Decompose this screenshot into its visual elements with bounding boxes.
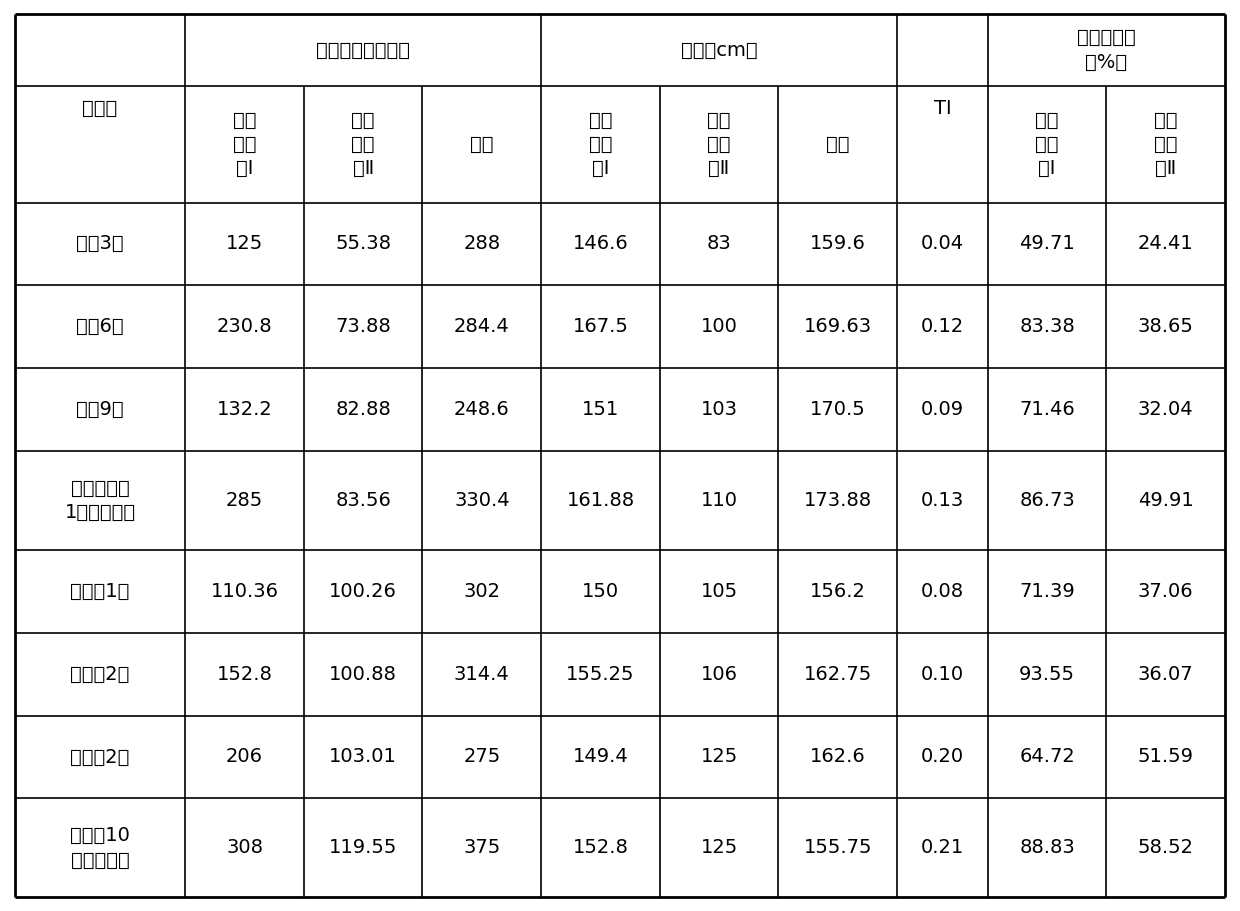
Text: 83: 83 [707, 234, 732, 253]
Text: 167.5: 167.5 [573, 317, 629, 336]
Text: 288: 288 [464, 234, 501, 253]
Text: 155.75: 155.75 [804, 838, 872, 857]
Text: 100.88: 100.88 [330, 665, 397, 683]
Text: 159.6: 159.6 [810, 234, 866, 253]
Text: 125: 125 [701, 838, 738, 857]
Text: 88.83: 88.83 [1019, 838, 1075, 857]
Text: 162.6: 162.6 [810, 747, 866, 766]
Text: 146.6: 146.6 [573, 234, 629, 253]
Text: 110: 110 [701, 491, 738, 510]
Text: 花油6号: 花油6号 [76, 317, 124, 336]
Text: 156.2: 156.2 [810, 582, 866, 601]
Text: 150: 150 [582, 582, 619, 601]
Text: 0.09: 0.09 [921, 400, 963, 419]
Text: 58.52: 58.52 [1138, 838, 1194, 857]
Text: 云油枂10
号（对照）: 云油枂10 号（对照） [71, 826, 130, 869]
Text: 125: 125 [226, 234, 263, 253]
Text: 285: 285 [226, 491, 263, 510]
Text: 151: 151 [582, 400, 619, 419]
Text: 24.41: 24.41 [1138, 234, 1194, 253]
Text: 云油双1号: 云油双1号 [71, 582, 130, 601]
Text: 干旱
试验
区Ⅰ: 干旱 试验 区Ⅰ [233, 111, 257, 179]
Text: 152.8: 152.8 [573, 838, 629, 857]
Text: 干旱
试验
区Ⅱ: 干旱 试验 区Ⅱ [351, 111, 374, 179]
Text: 49.71: 49.71 [1019, 234, 1075, 253]
Text: 0.04: 0.04 [921, 234, 963, 253]
Text: 38.65: 38.65 [1138, 317, 1194, 336]
Text: 206: 206 [226, 747, 263, 766]
Text: 花油3号: 花油3号 [76, 234, 124, 253]
Text: 93.55: 93.55 [1019, 665, 1075, 683]
Text: 103: 103 [701, 400, 738, 419]
Text: 314.4: 314.4 [454, 665, 510, 683]
Text: 云油双2号: 云油双2号 [71, 665, 130, 683]
Text: 干旱
试验
区Ⅱ: 干旱 试验 区Ⅱ [707, 111, 730, 179]
Text: 86.73: 86.73 [1019, 491, 1075, 510]
Text: 82.88: 82.88 [335, 400, 391, 419]
Text: 230.8: 230.8 [217, 317, 273, 336]
Text: 170.5: 170.5 [810, 400, 866, 419]
Text: 对照: 对照 [826, 135, 849, 154]
Text: 110.36: 110.36 [211, 582, 279, 601]
Text: 干旱
试验
区Ⅱ: 干旱 试验 区Ⅱ [1154, 111, 1178, 179]
Text: 0.12: 0.12 [921, 317, 963, 336]
Text: 162.75: 162.75 [804, 665, 872, 683]
Text: 侧枝角果数（个）: 侧枝角果数（个） [316, 40, 410, 59]
Text: 248.6: 248.6 [454, 400, 510, 419]
Text: 51.59: 51.59 [1138, 747, 1194, 766]
Text: 106: 106 [701, 665, 738, 683]
Text: 103.01: 103.01 [330, 747, 397, 766]
Text: 干旱
试验
区Ⅰ: 干旱 试验 区Ⅰ [1035, 111, 1059, 179]
Text: 71.46: 71.46 [1019, 400, 1075, 419]
Text: 71.39: 71.39 [1019, 582, 1075, 601]
Text: 308: 308 [226, 838, 263, 857]
Text: 152.8: 152.8 [217, 665, 273, 683]
Text: 284.4: 284.4 [454, 317, 510, 336]
Text: 0.20: 0.20 [921, 747, 963, 766]
Text: 302: 302 [464, 582, 500, 601]
Text: 0.13: 0.13 [921, 491, 963, 510]
Text: 产量相对值
（%）: 产量相对值 （%） [1078, 28, 1136, 72]
Text: 云油枂2号: 云油枂2号 [71, 747, 130, 766]
Text: 品种名: 品种名 [82, 98, 118, 118]
Text: 119.55: 119.55 [329, 838, 397, 857]
Text: 0.10: 0.10 [921, 665, 963, 683]
Text: 0.21: 0.21 [921, 838, 963, 857]
Text: 83.56: 83.56 [335, 491, 391, 510]
Text: 36.07: 36.07 [1138, 665, 1194, 683]
Text: 100: 100 [701, 317, 738, 336]
Text: 169.63: 169.63 [804, 317, 872, 336]
Text: 275: 275 [464, 747, 501, 766]
Text: 105: 105 [701, 582, 738, 601]
Text: 132.2: 132.2 [217, 400, 273, 419]
Text: 花油9号: 花油9号 [76, 400, 124, 419]
Text: 125: 125 [701, 747, 738, 766]
Text: 64.72: 64.72 [1019, 747, 1075, 766]
Text: 32.04: 32.04 [1138, 400, 1194, 419]
Text: 37.06: 37.06 [1138, 582, 1194, 601]
Text: 155.25: 155.25 [567, 665, 635, 683]
Text: 对照: 对照 [470, 135, 494, 154]
Text: 49.91: 49.91 [1138, 491, 1194, 510]
Text: 161.88: 161.88 [567, 491, 635, 510]
Text: 173.88: 173.88 [804, 491, 872, 510]
Text: 375: 375 [464, 838, 501, 857]
Text: 55.38: 55.38 [335, 234, 391, 253]
Text: 330.4: 330.4 [454, 491, 510, 510]
Text: 100.26: 100.26 [330, 582, 397, 601]
Text: 149.4: 149.4 [573, 747, 629, 766]
Text: 云花油早熟
1号（对照）: 云花油早熟 1号（对照） [64, 479, 135, 522]
Text: 干旱
试验
区Ⅰ: 干旱 试验 区Ⅰ [589, 111, 613, 179]
Text: 73.88: 73.88 [335, 317, 391, 336]
Text: TI: TI [934, 98, 951, 118]
Text: 0.08: 0.08 [921, 582, 963, 601]
Text: 83.38: 83.38 [1019, 317, 1075, 336]
Text: 株高（cm）: 株高（cm） [681, 40, 758, 59]
